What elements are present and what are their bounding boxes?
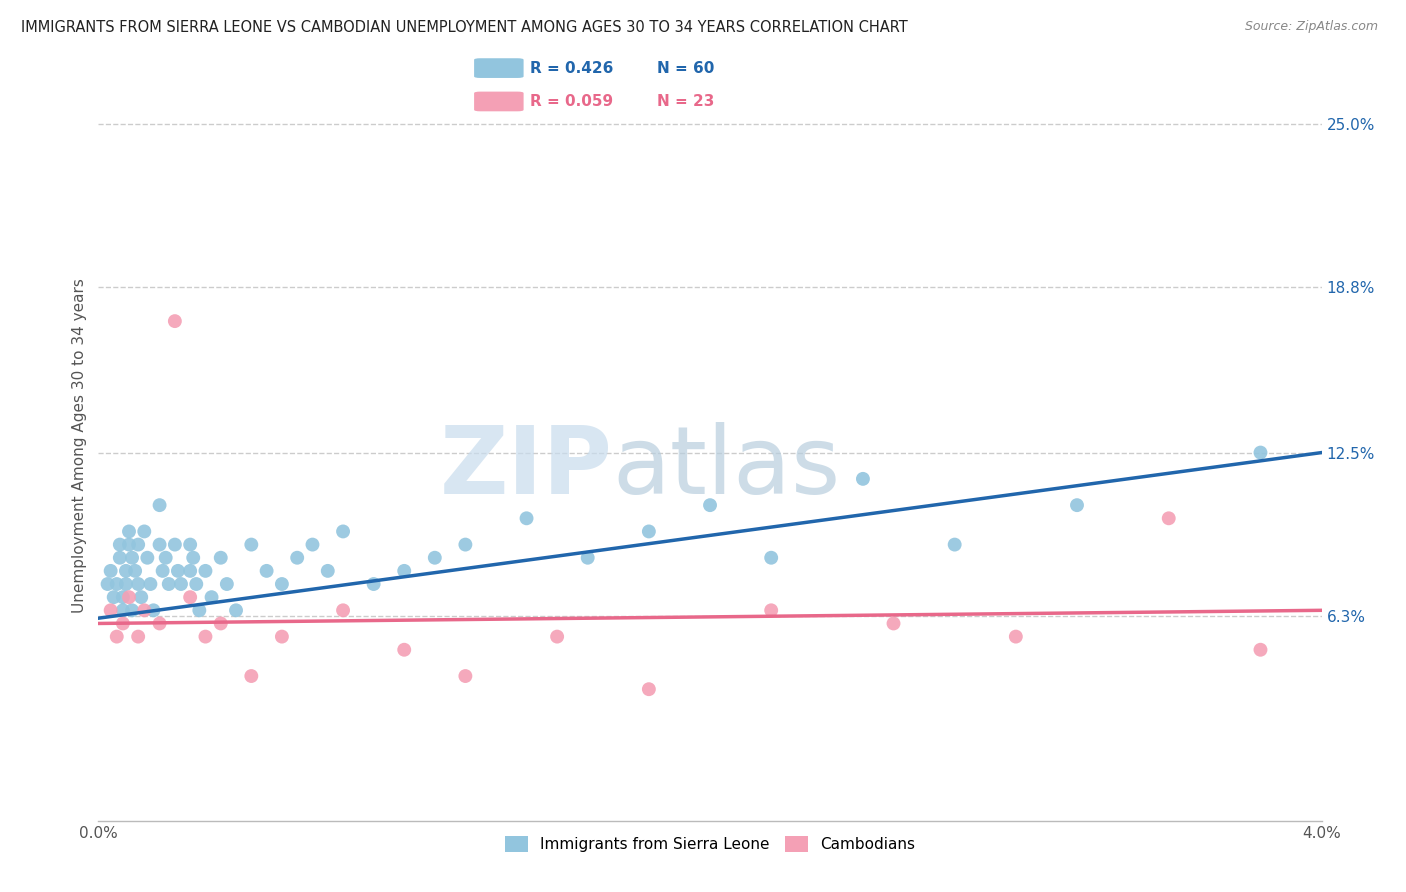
Point <box>97 577 120 591</box>
Point <box>121 550 143 565</box>
Point <box>423 550 446 565</box>
Point <box>215 577 238 591</box>
Point <box>200 590 222 604</box>
Point <box>115 564 138 578</box>
Point <box>301 538 323 552</box>
Point <box>108 550 131 565</box>
Point <box>157 577 180 591</box>
Point <box>163 314 186 328</box>
Point <box>285 550 308 565</box>
Text: ZIP: ZIP <box>439 423 612 515</box>
Point <box>225 603 247 617</box>
Point <box>240 538 263 552</box>
Point <box>179 538 201 552</box>
Point <box>759 603 782 617</box>
Point <box>759 550 782 565</box>
Point <box>155 550 177 565</box>
Point <box>127 577 149 591</box>
Point <box>637 682 661 697</box>
Point <box>270 577 294 591</box>
Point <box>134 603 156 617</box>
Point <box>139 577 162 591</box>
Point <box>316 564 339 578</box>
Point <box>127 538 149 552</box>
Point <box>699 498 721 512</box>
Point <box>194 564 217 578</box>
Point <box>186 577 208 591</box>
Y-axis label: Unemployment Among Ages 30 to 34 years: Unemployment Among Ages 30 to 34 years <box>72 278 87 614</box>
Point <box>454 669 477 683</box>
Point <box>1249 642 1271 657</box>
Point <box>332 603 354 617</box>
Text: Source: ZipAtlas.com: Source: ZipAtlas.com <box>1244 20 1378 33</box>
Point <box>181 550 204 565</box>
FancyBboxPatch shape <box>474 92 523 112</box>
Point <box>170 577 193 591</box>
Point <box>188 603 211 617</box>
Point <box>179 564 201 578</box>
Point <box>118 590 141 604</box>
Point <box>152 564 174 578</box>
Text: N = 60: N = 60 <box>657 61 714 76</box>
Point <box>129 590 152 604</box>
Point <box>240 669 263 683</box>
Point <box>100 603 122 617</box>
Text: N = 23: N = 23 <box>657 94 714 109</box>
Point <box>883 616 905 631</box>
Point <box>121 603 143 617</box>
Legend: Immigrants from Sierra Leone, Cambodians: Immigrants from Sierra Leone, Cambodians <box>499 830 921 858</box>
Text: IMMIGRANTS FROM SIERRA LEONE VS CAMBODIAN UNEMPLOYMENT AMONG AGES 30 TO 34 YEARS: IMMIGRANTS FROM SIERRA LEONE VS CAMBODIA… <box>21 20 908 35</box>
Point <box>363 577 385 591</box>
Point <box>270 630 294 644</box>
Point <box>1249 445 1271 459</box>
Point <box>637 524 661 539</box>
Point <box>136 550 159 565</box>
Text: R = 0.059: R = 0.059 <box>530 94 613 109</box>
Point <box>105 577 128 591</box>
Point <box>111 603 134 617</box>
Point <box>105 630 128 644</box>
Point <box>111 616 134 631</box>
Point <box>100 564 122 578</box>
Point <box>1157 511 1180 525</box>
Point <box>392 564 416 578</box>
Text: R = 0.426: R = 0.426 <box>530 61 613 76</box>
Point <box>1066 498 1088 512</box>
Point <box>332 524 354 539</box>
Point <box>546 630 568 644</box>
Point <box>163 538 186 552</box>
Point <box>454 538 477 552</box>
Point <box>576 550 599 565</box>
Point <box>111 590 134 604</box>
Point <box>179 590 201 604</box>
Point <box>194 630 217 644</box>
Point <box>209 550 232 565</box>
Point <box>1004 630 1026 644</box>
Point <box>852 472 875 486</box>
Point <box>118 538 141 552</box>
Point <box>103 590 125 604</box>
Point <box>149 538 172 552</box>
Point <box>516 511 538 525</box>
Point <box>134 524 156 539</box>
Point <box>209 616 232 631</box>
Point <box>149 616 172 631</box>
Point <box>256 564 278 578</box>
Point <box>118 524 141 539</box>
Point <box>167 564 190 578</box>
Point <box>115 577 138 591</box>
Point <box>943 538 966 552</box>
Point <box>108 538 131 552</box>
Point <box>392 642 416 657</box>
Point <box>149 498 172 512</box>
Text: atlas: atlas <box>612 423 841 515</box>
FancyBboxPatch shape <box>474 58 523 78</box>
Point <box>127 630 149 644</box>
Point <box>142 603 165 617</box>
Point <box>124 564 146 578</box>
